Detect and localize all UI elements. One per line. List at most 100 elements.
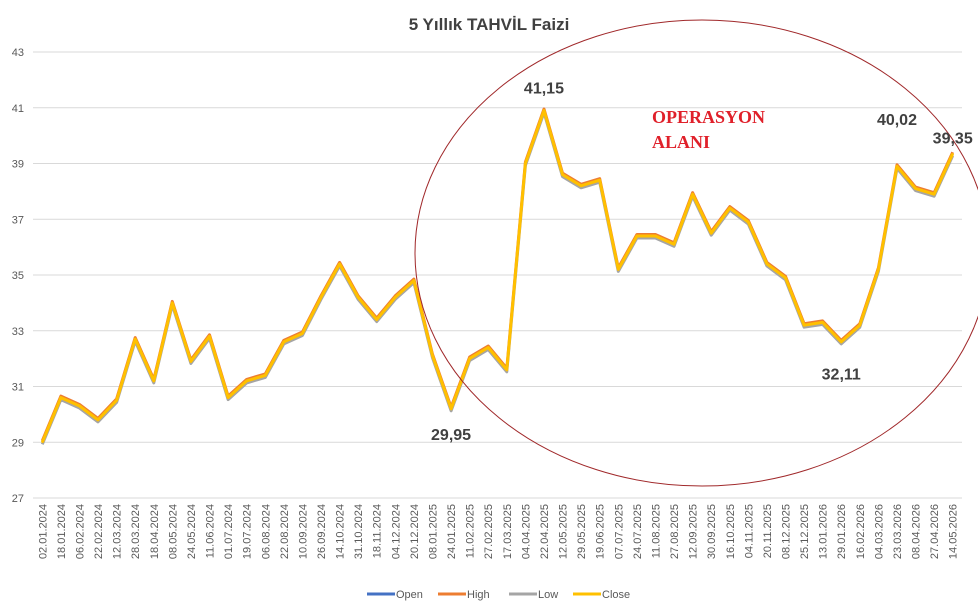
x-tick-label: 14.05.2026 — [948, 504, 960, 559]
data-point — [208, 335, 211, 338]
x-tick-label: 08.05.2024 — [167, 504, 179, 559]
data-point — [673, 243, 675, 246]
x-tick-label: 04.04.2025 — [520, 504, 532, 559]
x-tick-label: 06.02.2024 — [74, 504, 86, 559]
series-line-close — [40, 109, 955, 443]
data-point — [710, 232, 712, 234]
value-annotation: 40,02 — [877, 112, 917, 129]
data-point — [60, 396, 62, 399]
x-tick-label: 27.02.2025 — [483, 504, 495, 559]
x-axis-ticks: 02.01.2024 18.01.2024 06.02.2024 22.02.2024… — [37, 504, 959, 559]
data-point — [784, 276, 787, 279]
y-tick-label: 29 — [12, 437, 24, 449]
data-point — [320, 296, 322, 299]
x-tick-label: 25.12.2025 — [799, 504, 811, 559]
x-tick-label: 14.10.2024 — [335, 504, 347, 559]
data-point — [914, 187, 917, 190]
x-tick-label: 04.11.2025 — [743, 504, 755, 558]
data-point — [152, 380, 155, 382]
x-tick-label: 11.08.2025 — [650, 504, 662, 558]
x-tick-label: 22.08.2024 — [279, 504, 291, 559]
data-point — [283, 341, 285, 343]
data-point — [543, 109, 545, 112]
x-tick-label: 29.01.2026 — [836, 504, 848, 559]
data-point — [338, 263, 341, 265]
y-axis-ticks: 27 29 31 33 35 37 39 41 43 — [12, 47, 24, 505]
x-tick-label: 02.01.2024 — [37, 504, 49, 559]
data-point — [580, 185, 582, 187]
data-point — [654, 235, 657, 237]
x-tick-label: 18.11.2024 — [372, 504, 384, 558]
data-point — [375, 318, 378, 321]
y-tick-label: 39 — [12, 159, 24, 171]
x-tick-label: 13.01.2026 — [818, 504, 830, 559]
data-point — [598, 179, 601, 182]
x-tick-label: 01.07.2024 — [223, 504, 235, 559]
x-tick-label: 19.07.2024 — [242, 504, 254, 559]
x-tick-label: 29.05.2025 — [576, 504, 588, 559]
x-tick-label: 04.12.2024 — [390, 504, 402, 559]
data-point — [617, 268, 620, 271]
data-point — [859, 324, 861, 326]
y-tick-label: 41 — [12, 103, 24, 115]
data-point — [933, 193, 935, 195]
legend-label: Open — [396, 589, 423, 601]
legend-label: High — [467, 589, 490, 601]
data-point — [413, 279, 415, 282]
value-annotation: 29,95 — [431, 427, 471, 444]
x-tick-label: 28.03.2024 — [130, 504, 142, 559]
data-point — [636, 235, 638, 237]
operation-area-label-2: ALANI — [652, 132, 710, 152]
data-point — [301, 332, 304, 335]
data-point — [747, 221, 750, 223]
x-tick-label: 30.09.2025 — [706, 504, 718, 559]
data-point — [227, 396, 229, 399]
operation-area-ellipse — [414, 19, 978, 487]
data-point — [821, 321, 824, 324]
x-tick-label: 22.02.2024 — [93, 504, 105, 559]
x-tick-label: 24.07.2025 — [632, 504, 644, 559]
data-point — [450, 408, 452, 410]
y-tick-label: 33 — [12, 326, 24, 338]
data-point — [487, 346, 490, 349]
x-tick-label: 26.09.2024 — [316, 504, 328, 559]
x-tick-label: 12.03.2024 — [112, 504, 124, 559]
data-point — [171, 302, 174, 304]
chart-title: 5 Yıllık TAHVİL Faizi — [409, 15, 570, 34]
x-tick-label: 18.04.2024 — [149, 504, 161, 559]
x-tick-label: 08.12.2025 — [780, 504, 792, 559]
data-point — [78, 405, 81, 407]
x-tick-label: 24.01.2025 — [446, 504, 458, 559]
data-point — [41, 441, 44, 444]
x-tick-label: 18.01.2024 — [56, 504, 68, 559]
data-point — [394, 296, 397, 299]
operation-area-label-1: OPERASYON — [652, 107, 765, 127]
data-point — [115, 399, 118, 402]
x-tick-label: 04.03.2026 — [873, 504, 885, 559]
data-point — [803, 324, 805, 326]
legend: Open High Low Close — [367, 589, 630, 601]
x-tick-label: 06.08.2024 — [260, 504, 272, 559]
value-annotation: 39,35 — [933, 131, 973, 148]
y-tick-label: 37 — [12, 214, 24, 226]
x-tick-label: 12.05.2025 — [558, 504, 570, 559]
x-tick-label: 11.02.2025 — [465, 504, 477, 558]
data-point — [264, 374, 267, 377]
data-point — [728, 207, 731, 209]
y-tick-label: 27 — [12, 493, 24, 505]
data-point — [840, 341, 843, 343]
data-point — [691, 193, 694, 195]
data-point — [134, 338, 136, 340]
gridlines — [33, 51, 962, 499]
x-tick-label: 17.03.2025 — [502, 504, 514, 559]
data-point — [561, 173, 564, 176]
x-tick-label: 07.07.2025 — [613, 504, 625, 559]
data-point — [877, 268, 880, 271]
data-point — [468, 357, 471, 360]
x-tick-label: 23.03.2026 — [892, 504, 904, 559]
x-tick-label: 31.10.2024 — [353, 504, 365, 559]
x-tick-label: 24.05.2024 — [186, 504, 198, 559]
y-tick-label: 31 — [12, 382, 24, 394]
x-tick-label: 11.06.2024 — [205, 504, 217, 558]
